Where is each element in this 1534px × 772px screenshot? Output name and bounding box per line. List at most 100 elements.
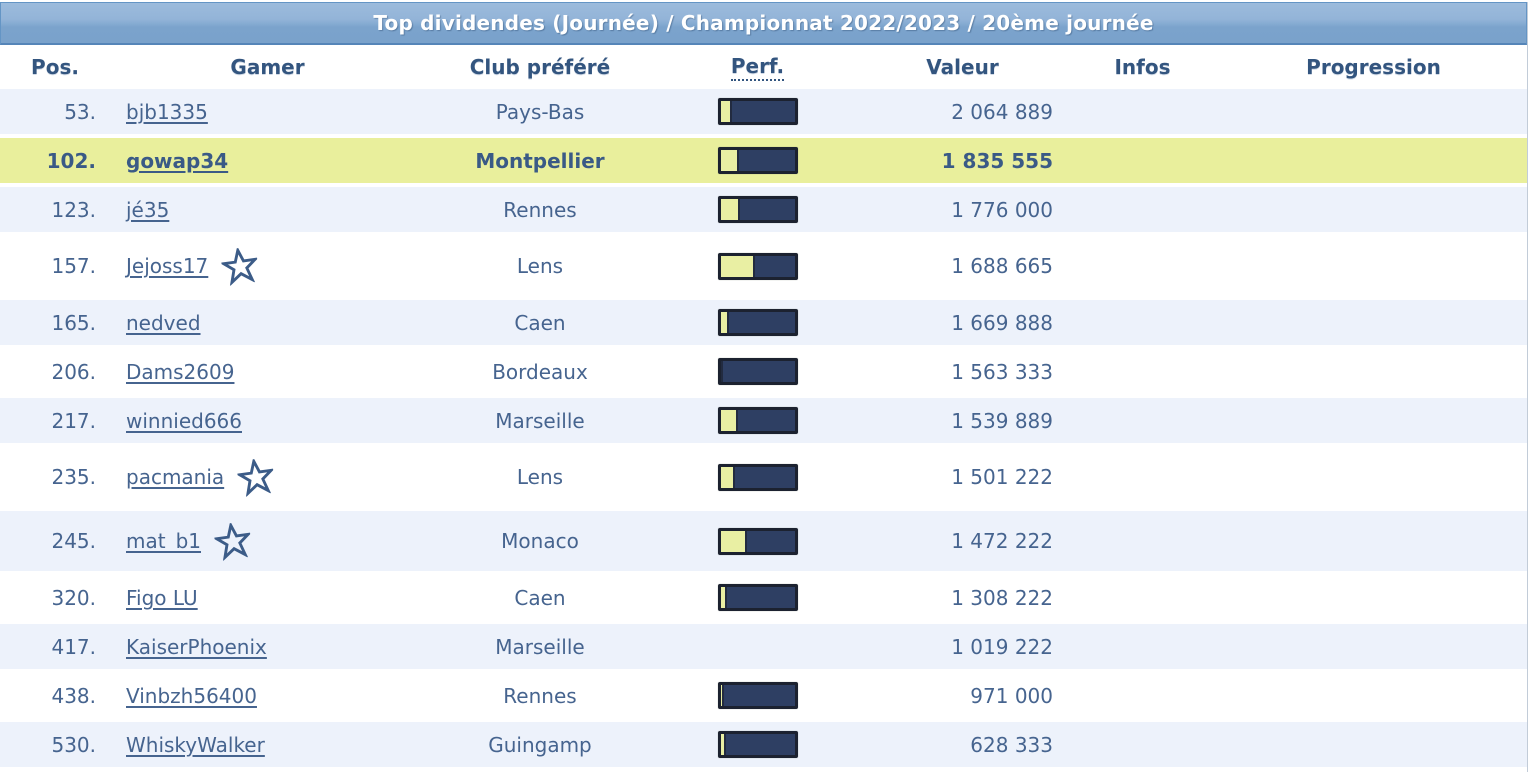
row-position: 320. — [51, 585, 96, 610]
star-icon — [212, 521, 254, 562]
gamer-link[interactable]: jé35 — [126, 197, 170, 222]
row-club: Caen — [514, 585, 566, 610]
perf-bar-fill — [720, 150, 739, 171]
row-position: 157. — [51, 254, 96, 278]
perf-bar-fill — [720, 361, 724, 382]
table-row: 438. Vinbzh56400 Rennes 971 000 — [0, 673, 1527, 718]
row-position: 438. — [51, 683, 96, 708]
row-club: Guingamp — [488, 732, 592, 757]
row-club: Rennes — [503, 683, 577, 708]
gamer-link[interactable]: winnied666 — [126, 408, 242, 433]
row-position: 102. — [46, 148, 96, 173]
perf-bar-fill — [720, 685, 725, 706]
row-club: Rennes — [503, 197, 577, 222]
row-perf-cell — [655, 252, 860, 280]
row-gamer-cell: Figo LU — [110, 586, 425, 610]
row-club: Lens — [516, 254, 564, 278]
row-club: Bordeaux — [492, 359, 588, 384]
table-row: 235. pacmania Lens 1 501 222 — [0, 447, 1527, 507]
row-valeur: 1 688 665 — [951, 254, 1053, 278]
gamer-link[interactable]: Dams2609 — [126, 359, 235, 384]
row-perf-cell — [655, 196, 860, 223]
column-header-perf: Perf. — [655, 54, 860, 81]
row-perf-cell — [655, 584, 860, 611]
perf-bar-fill — [720, 587, 728, 608]
perf-tooltip-abbr: Perf. — [730, 54, 785, 81]
perf-bar — [717, 196, 798, 223]
row-position: 206. — [51, 359, 96, 384]
perf-bar — [717, 731, 798, 758]
gamer-link[interactable]: KaiserPhoenix — [126, 634, 267, 659]
row-gamer-cell: bjb1335 — [110, 100, 425, 124]
table-row: 53. bjb1335 Pays-Bas 2 064 889 — [0, 89, 1527, 134]
gamer-link[interactable]: pacmania — [126, 465, 225, 489]
row-perf-cell — [655, 358, 860, 385]
row-position: 417. — [51, 634, 96, 659]
gamer-link[interactable]: gowap34 — [126, 148, 229, 173]
perf-bar — [717, 584, 798, 611]
row-gamer-cell: jé35 — [110, 198, 425, 222]
star-icon — [219, 246, 261, 287]
row-valeur: 1 539 889 — [951, 408, 1053, 433]
table-body: 53. bjb1335 Pays-Bas 2 064 889 102. gowa… — [0, 89, 1527, 767]
row-club: Caen — [514, 310, 566, 335]
perf-bar-fill — [720, 734, 726, 755]
row-valeur: 628 333 — [970, 732, 1053, 757]
gamer-link[interactable]: bjb1335 — [126, 99, 208, 124]
gamer-link[interactable]: mat_b1 — [126, 529, 201, 553]
table-row: 165. nedved Caen 1 669 888 — [0, 300, 1527, 345]
row-valeur: 1 501 222 — [951, 465, 1053, 489]
table-row: 217. winnied666 Marseille 1 539 889 — [0, 398, 1527, 443]
row-gamer-cell: gowap34 — [110, 149, 425, 173]
table-row: 102. gowap34 Montpellier 1 835 555 — [0, 138, 1527, 183]
row-position: 165. — [51, 310, 96, 335]
table-row: 157. Jejoss17 Lens 1 688 665 — [0, 236, 1527, 296]
row-perf-cell — [655, 527, 860, 555]
gamer-link[interactable]: Jejoss17 — [126, 254, 209, 278]
perf-bar — [717, 98, 798, 125]
row-club: Lens — [516, 465, 564, 489]
perf-bar-fill — [720, 312, 730, 333]
column-header-pos: Pos. — [31, 55, 79, 79]
perf-bar-fill — [720, 530, 748, 552]
row-perf-cell — [655, 682, 860, 709]
title-banner: Top dividendes (Journée) / Championnat 2… — [0, 2, 1527, 45]
row-valeur: 1 472 222 — [951, 529, 1053, 553]
gamer-link[interactable]: WhiskyWalker — [126, 732, 265, 757]
table-row: 320. Figo LU Caen 1 308 222 — [0, 575, 1527, 620]
gamer-link[interactable]: Figo LU — [126, 585, 198, 610]
table-row: 530. WhiskyWalker Guingamp 628 333 — [0, 722, 1527, 767]
row-position: 217. — [51, 408, 96, 433]
row-gamer-cell: winnied666 — [110, 409, 425, 433]
row-gamer-cell: mat_b1 — [110, 521, 425, 562]
row-perf-cell — [655, 309, 860, 336]
row-gamer-cell: Dams2609 — [110, 360, 425, 384]
row-valeur: 1 776 000 — [951, 197, 1053, 222]
column-header-gamer: Gamer — [230, 55, 305, 79]
table-row: 245. mat_b1 Monaco 1 472 222 — [0, 511, 1527, 571]
perf-bar — [717, 463, 798, 491]
row-position: 53. — [64, 99, 96, 124]
row-perf-cell — [655, 147, 860, 174]
row-perf-cell — [655, 463, 860, 491]
perf-bar — [717, 252, 798, 280]
row-club: Marseille — [495, 634, 585, 659]
row-position: 235. — [51, 465, 96, 489]
row-club: Marseille — [495, 408, 585, 433]
gamer-link[interactable]: nedved — [126, 310, 201, 335]
row-club: Monaco — [501, 529, 579, 553]
perf-bar-fill — [720, 199, 740, 220]
row-position: 530. — [51, 732, 96, 757]
row-gamer-cell: WhiskyWalker — [110, 733, 425, 757]
row-valeur: 1 669 888 — [951, 310, 1053, 335]
table-row: 206. Dams2609 Bordeaux 1 563 333 — [0, 349, 1527, 394]
row-valeur: 971 000 — [970, 683, 1053, 708]
row-club: Montpellier — [475, 148, 605, 173]
row-valeur: 1 019 222 — [951, 634, 1053, 659]
perf-bar-fill — [720, 410, 739, 431]
page-title: Top dividendes (Journée) / Championnat 2… — [373, 11, 1154, 35]
row-gamer-cell: Vinbzh56400 — [110, 684, 425, 708]
gamer-link[interactable]: Vinbzh56400 — [126, 683, 257, 708]
perf-bar — [717, 527, 798, 555]
row-perf-cell — [655, 731, 860, 758]
